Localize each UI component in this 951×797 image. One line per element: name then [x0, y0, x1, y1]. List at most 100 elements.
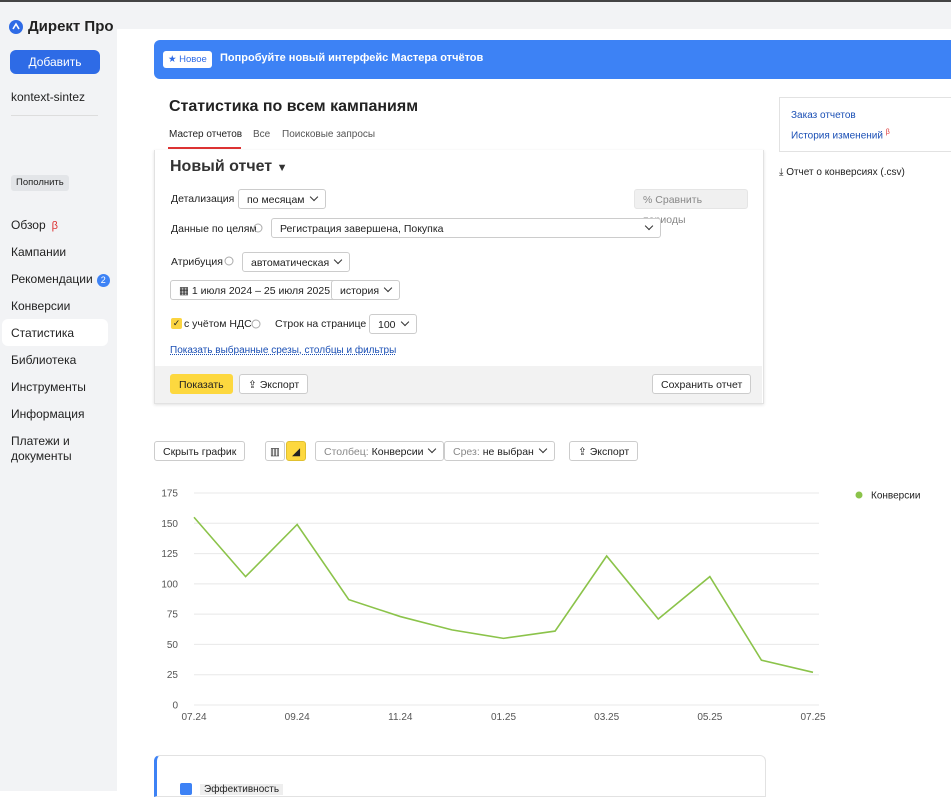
menu-label: Библиотека: [11, 353, 76, 367]
menu-label: Конверсии: [11, 299, 70, 313]
label: Строк на странице: [275, 318, 366, 330]
menu-badge: β: [52, 220, 58, 232]
menu-item[interactable]: Платежи и документы: [11, 434, 91, 464]
compare-button[interactable]: % Сравнить периоды: [634, 189, 748, 209]
card-checkbox[interactable]: [180, 783, 192, 795]
column-select[interactable]: Столбец: Конверсии: [315, 441, 444, 461]
report-name-text: Новый отчет: [170, 158, 272, 175]
tab[interactable]: Поисковые запросы: [282, 129, 375, 140]
slice-value: не выбран: [483, 446, 534, 458]
history-text: История изменений: [791, 130, 883, 141]
y-tick-label: 125: [161, 549, 178, 560]
label: Детализация: [171, 193, 234, 205]
select-value: автоматическая: [251, 257, 329, 269]
slice-select[interactable]: Срез: не выбран: [444, 441, 555, 461]
select-value: история: [340, 285, 379, 297]
hide-chart-button[interactable]: Скрыть график: [154, 441, 245, 461]
menu-label: Платежи и документы: [11, 434, 72, 463]
banner-tag-text: Новое: [179, 54, 207, 65]
menu-label: Статистика: [11, 326, 74, 340]
period-mode-select[interactable]: история: [331, 280, 400, 300]
side-links-box: [779, 97, 951, 152]
period-select[interactable]: ▦ 1 июля 2024 – 25 июля 2025: [170, 280, 339, 300]
export-text: Экспорт: [260, 379, 299, 391]
area-mode-button[interactable]: ◢: [286, 441, 306, 461]
add-button[interactable]: Добавить: [10, 50, 100, 74]
menu-item[interactable]: Библиотека: [11, 353, 76, 367]
banner-text[interactable]: Попробуйте новый интерфейс Мастера отчёт…: [220, 52, 483, 64]
logo: Директ Про: [28, 18, 114, 35]
y-tick-label: 100: [161, 579, 178, 590]
menu-item[interactable]: Статистика: [11, 326, 74, 340]
label: Данные по целям: [171, 223, 257, 235]
help-icon[interactable]: [251, 319, 261, 329]
y-tick-label: 25: [167, 670, 179, 681]
detail-select[interactable]: по месяцам: [238, 189, 326, 209]
logo-icon: [8, 19, 24, 35]
select-value: Регистрация завершена, Покупка: [280, 223, 444, 235]
export-button[interactable]: ⇪ Экспорт: [239, 374, 308, 394]
bar-mode-button[interactable]: ▥: [265, 441, 285, 461]
sidebar: [0, 2, 117, 791]
history-badge: β: [886, 129, 890, 136]
caret: [640, 219, 652, 239]
period-text: 1 июля 2024 – 25 июля 2025: [192, 285, 330, 297]
x-tick-label: 07.25: [800, 712, 825, 723]
top-strip: [117, 2, 951, 29]
y-tick-label: 150: [161, 519, 178, 530]
menu-label: Обзор: [11, 218, 46, 232]
menu-item[interactable]: Обзорβ: [11, 218, 58, 232]
account-name[interactable]: kontext-sintez: [11, 90, 85, 104]
page-title: Статистика по всем кампаниям: [169, 98, 418, 116]
help-icon[interactable]: [253, 223, 263, 233]
show-slices-link[interactable]: Показать выбранные срезы, столбцы и филь…: [170, 345, 396, 356]
chart: 025507510012515017507.2409.2411.2401.250…: [150, 480, 951, 725]
x-tick-label: 01.25: [491, 712, 516, 723]
y-tick-label: 75: [167, 610, 179, 621]
x-tick-label: 09.24: [285, 712, 310, 723]
select-value: 100: [378, 319, 396, 331]
csv-link[interactable]: ⤓ Отчет о конверсиях (.csv): [779, 167, 905, 178]
csv-text: Отчет о конверсиях (.csv): [786, 167, 905, 178]
menu-label: Информация: [11, 407, 84, 421]
history-link[interactable]: История изменений β: [791, 129, 890, 141]
rows-select[interactable]: 100: [369, 314, 417, 334]
x-tick-label: 05.25: [697, 712, 722, 723]
menu-item[interactable]: Рекомендации 2: [11, 272, 110, 287]
report-name[interactable]: Новый отчет ▼: [170, 158, 287, 176]
x-tick-label: 11.24: [388, 712, 413, 723]
menu-badge: 2: [97, 274, 110, 287]
menu-item[interactable]: Инструменты: [11, 380, 86, 394]
slice-label: Срез:: [453, 446, 480, 458]
card-title: Эффективность: [200, 784, 283, 795]
show-button[interactable]: Показать: [170, 374, 233, 394]
chart-export-button[interactable]: ⇪ Экспорт: [569, 441, 638, 461]
tab[interactable]: Все: [253, 129, 270, 140]
menu-label: Инструменты: [11, 380, 86, 394]
tab[interactable]: Мастер отчетов: [169, 129, 242, 140]
menu-item[interactable]: Кампании: [11, 245, 66, 259]
legend-swatch: [856, 492, 863, 499]
attribution-select[interactable]: автоматическая: [242, 252, 350, 272]
goals-select[interactable]: Регистрация завершена, Покупка: [271, 218, 661, 238]
legend-label: Конверсии: [871, 491, 920, 502]
vat-label[interactable]: с учётом НДС: [184, 318, 252, 330]
save-button[interactable]: Сохранить отчет: [652, 374, 751, 394]
export-text: Экспорт: [590, 446, 629, 458]
y-tick-label: 50: [167, 640, 179, 651]
vat-checkbox[interactable]: ✓: [171, 318, 182, 329]
menu-label: Рекомендации: [11, 272, 93, 286]
column-value: Конверсии: [372, 446, 424, 458]
x-tick-label: 07.24: [181, 712, 206, 723]
tab-underline: [168, 147, 241, 149]
help-icon[interactable]: [224, 256, 234, 266]
topup-button[interactable]: Пополнить: [11, 175, 69, 191]
banner-tag: ★ Новое: [163, 51, 212, 68]
order-link[interactable]: Заказ отчетов: [791, 110, 856, 121]
menu-item[interactable]: Конверсии: [11, 299, 70, 313]
column-label: Столбец:: [324, 446, 369, 458]
menu-item[interactable]: Информация: [11, 407, 84, 421]
y-tick-label: 0: [172, 701, 178, 712]
